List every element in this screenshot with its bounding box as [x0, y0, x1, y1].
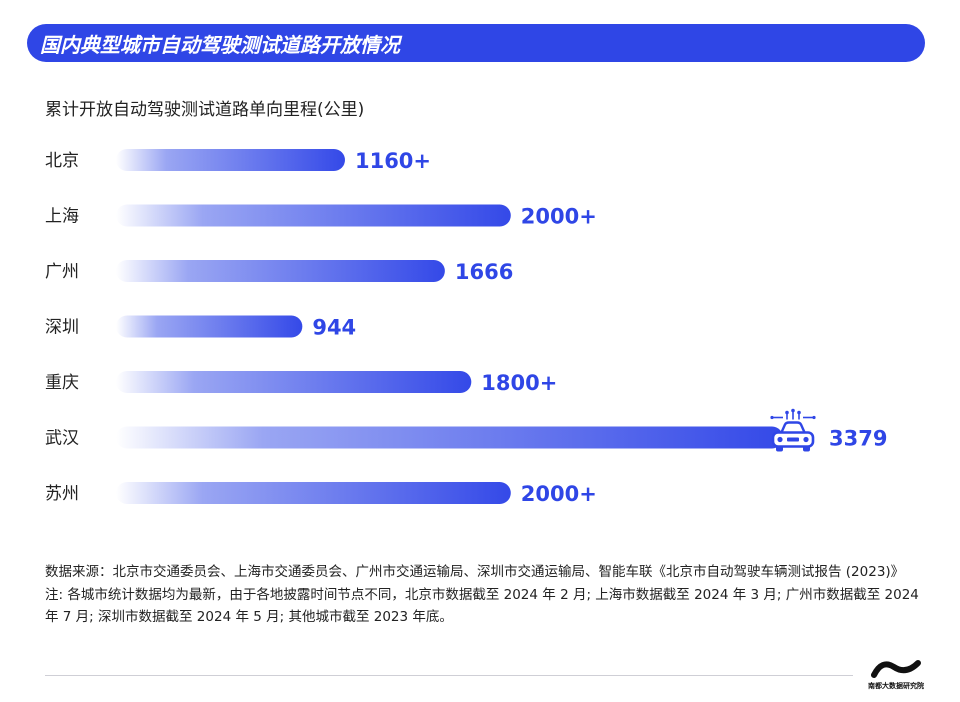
category-label: 北京 [45, 151, 79, 171]
title-banner: 国内典型城市自动驾驶测试道路开放情况 [27, 24, 925, 62]
bar [116, 149, 345, 171]
bar-chart: 北京 1160+ 上海 2000+ 广州 1666 深圳 944 重庆 1800+ 武汉 3379 苏州… [45, 149, 887, 506]
notes: 数据来源：北京市交通委员会、上海市交通委员会、广州市交通运输局、深圳市交通运输局… [45, 561, 925, 629]
footnote: 注: 各城市统计数据均为最新，由于各地披露时间节点不同，北京市数据截至 2024… [45, 586, 919, 626]
category-label: 苏州 [45, 484, 79, 504]
value-label: 1800+ [481, 371, 557, 395]
logo-icon [871, 660, 921, 678]
value-label: 944 [312, 316, 356, 340]
logo-text: 南都大数据研究院 [868, 682, 924, 690]
bar [116, 260, 445, 282]
car-icon [770, 408, 816, 452]
category-label: 上海 [45, 207, 79, 227]
bar [116, 482, 511, 504]
page-title: 国内典型城市自动驾驶测试道路开放情况 [40, 32, 400, 57]
category-label: 广州 [45, 262, 79, 282]
logo: 南都大数据研究院 [864, 655, 928, 695]
source-note: 数据来源：北京市交通委员会、上海市交通委员会、广州市交通运输局、深圳市交通运输局… [45, 564, 905, 580]
value-label: 1666 [455, 260, 513, 284]
bar [116, 371, 472, 393]
bar [116, 426, 783, 449]
category-label: 重庆 [45, 373, 79, 393]
bar [116, 204, 511, 227]
bar [116, 315, 303, 338]
category-label: 深圳 [45, 318, 79, 338]
value-label: 1160+ [355, 149, 431, 173]
value-label: 2000+ [521, 482, 597, 506]
value-label: 2000+ [521, 205, 597, 229]
category-label: 武汉 [45, 429, 79, 449]
value-label: 3379 [829, 427, 887, 451]
divider [45, 675, 853, 676]
chart-title: 累计开放自动驾驶测试道路单向里程(公里) [45, 100, 365, 120]
